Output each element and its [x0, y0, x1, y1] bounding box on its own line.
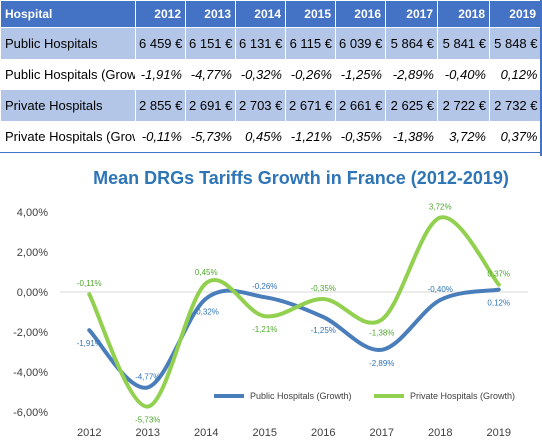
table-row: Public Hospitals (Growth -1,91% -4,77% -… [0, 59, 541, 90]
header-cell: 2013 [185, 0, 236, 28]
table-cell: -4,77% [185, 59, 236, 90]
table-cell: 6 151 € [185, 27, 236, 59]
data-label: 0,45% [195, 268, 218, 277]
data-label: -0,40% [428, 285, 453, 294]
table-cell: 5 848 € [489, 27, 541, 59]
data-label: -0,11% [77, 279, 102, 288]
legend-label: Private Hospitals (Growth) [410, 391, 515, 401]
table-cell: -0,11% [135, 121, 186, 153]
table-cell: 5 841 € [437, 27, 490, 59]
series-line-private [87, 215, 501, 409]
header-cell: 2019 [489, 0, 541, 28]
y-tick-label: 0,00% [17, 287, 48, 299]
header-cell: 2015 [285, 0, 336, 28]
header-cell: 2016 [335, 0, 386, 28]
table-row: Public Hospitals 6 459 € 6 151 € 6 131 €… [0, 27, 541, 59]
row-label: Public Hospitals [0, 27, 136, 59]
table-cell: 5 864 € [385, 27, 438, 59]
x-axis: 2012 2013 2014 2015 2016 2017 2018 2019 [77, 427, 511, 439]
table-cell: 2 625 € [385, 90, 438, 121]
table-cell: 2 722 € [437, 90, 490, 121]
x-tick-label: 2019 [487, 427, 511, 439]
table-cell: -1,38% [385, 121, 438, 153]
chart-title: Mean DRGs Tariffs Growth in France (2012… [93, 168, 509, 188]
table-cell: 2 703 € [235, 90, 286, 121]
y-axis: 4,00% 2,00% 0,00% -2,00% -4,00% -6,00% [13, 207, 48, 419]
x-tick-label: 2014 [194, 427, 218, 439]
chart-legend: Public Hospitals (Growth) Private Hospita… [214, 391, 515, 401]
table-cell: -5,73% [185, 121, 236, 153]
data-label: -1,21% [252, 325, 277, 334]
table-cell: 2 732 € [489, 90, 541, 121]
tariffs-table: Hospital 2012 2013 2014 2015 2016 2017 2… [0, 0, 541, 153]
x-tick-label: 2017 [370, 427, 394, 439]
y-tick-label: -4,00% [13, 367, 48, 379]
x-tick-label: 2018 [428, 427, 452, 439]
table-cell: -2,89% [385, 59, 438, 90]
row-label: Private Hospitals [0, 90, 136, 121]
table-cell: 0,12% [489, 59, 541, 90]
table-cell: -1,91% [135, 59, 186, 90]
data-label: -2,89% [369, 359, 394, 368]
series-layer [87, 215, 501, 409]
x-tick-label: 2015 [253, 427, 277, 439]
data-labels: -1,91% -4,77% -0,32% -0,26% -1,25% -2,89% -0,4… [77, 203, 511, 425]
header-cell: Hospital [0, 0, 136, 28]
row-label: Private Hospitals (Growtl [0, 121, 136, 153]
data-label: -0,32% [194, 307, 219, 316]
data-label: -1,91% [77, 339, 102, 348]
data-label: -0,35% [311, 284, 336, 293]
table-cell: 2 691 € [185, 90, 236, 121]
table-cell: 2 671 € [285, 90, 336, 121]
table-edge-bar [540, 0, 542, 156]
table-cell: 6 039 € [335, 27, 386, 59]
series-line-public [87, 287, 501, 390]
table-cell: 6 115 € [285, 27, 336, 59]
data-label: -0,26% [252, 282, 277, 291]
header-cell: 2018 [437, 0, 490, 28]
data-label: -1,38% [369, 329, 394, 338]
table-cell: 3,72% [437, 121, 490, 153]
table-cell: -1,25% [335, 59, 386, 90]
table-row: Private Hospitals 2 855 € 2 691 € 2 703 … [0, 90, 541, 121]
table-cell: 0,37% [489, 121, 541, 153]
data-label: 0,12% [487, 299, 510, 308]
table-cell: 2 661 € [335, 90, 386, 121]
table-cell: -0,35% [335, 121, 386, 153]
legend-label: Public Hospitals (Growth) [250, 391, 352, 401]
data-label: -4,77% [135, 372, 160, 381]
data-label: 3,72% [429, 203, 452, 212]
y-tick-label: -6,00% [13, 407, 48, 419]
data-label: -5,73% [135, 416, 160, 425]
table-cell: 2 855 € [135, 90, 186, 121]
table-header-row: Hospital 2012 2013 2014 2015 2016 2017 2… [0, 0, 541, 28]
y-tick-label: -2,00% [13, 327, 48, 339]
table-cell: -0,40% [437, 59, 490, 90]
table-cell: 0,45% [235, 121, 286, 153]
x-tick-label: 2012 [77, 427, 101, 439]
table-cell: 6 459 € [135, 27, 186, 59]
y-tick-label: 2,00% [17, 247, 48, 259]
data-label: 0,37% [487, 270, 510, 279]
data-label: -1,25% [311, 326, 336, 335]
y-tick-label: 4,00% [17, 207, 48, 219]
table-cell: -0,26% [285, 59, 336, 90]
table-cell: 6 131 € [235, 27, 286, 59]
table-cell: -0,32% [235, 59, 286, 90]
x-tick-label: 2016 [311, 427, 335, 439]
row-label: Public Hospitals (Growth [0, 59, 136, 90]
table-row: Private Hospitals (Growtl -0,11% -5,73% … [0, 121, 541, 153]
header-cell: 2017 [385, 0, 438, 28]
x-tick-label: 2013 [136, 427, 160, 439]
table-cell: -1,21% [285, 121, 336, 153]
